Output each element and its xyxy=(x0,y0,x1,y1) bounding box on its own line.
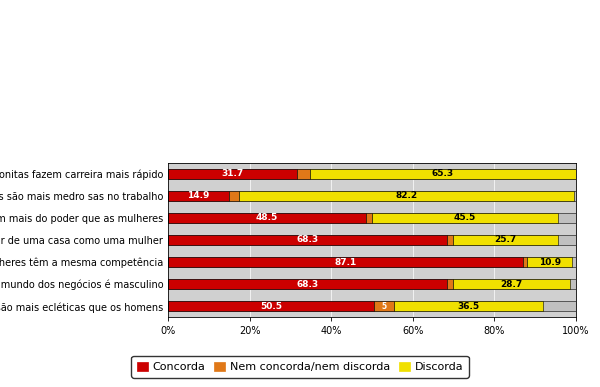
Bar xyxy=(453,235,557,245)
Bar xyxy=(168,169,576,178)
Text: 28.7: 28.7 xyxy=(500,280,523,289)
Text: 14.9: 14.9 xyxy=(187,191,209,200)
Text: 48.5: 48.5 xyxy=(256,213,278,222)
Bar xyxy=(168,279,576,289)
Bar xyxy=(239,191,574,201)
Text: 45.5: 45.5 xyxy=(454,213,476,222)
Bar xyxy=(446,279,453,289)
Text: 82.2: 82.2 xyxy=(395,191,418,200)
Bar xyxy=(168,191,229,201)
Bar xyxy=(453,279,570,289)
Text: 87.1: 87.1 xyxy=(335,258,357,267)
Bar xyxy=(394,301,544,311)
Text: 50.5: 50.5 xyxy=(260,302,282,311)
Bar xyxy=(229,191,239,201)
Bar xyxy=(168,213,366,223)
Bar xyxy=(446,235,453,245)
Bar xyxy=(366,213,372,223)
Text: 65.3: 65.3 xyxy=(432,169,454,178)
Bar xyxy=(168,213,576,223)
Bar xyxy=(168,191,576,201)
Bar xyxy=(523,257,527,267)
Text: 5: 5 xyxy=(382,302,387,311)
Bar xyxy=(168,257,523,267)
Bar xyxy=(168,301,576,311)
Bar xyxy=(168,235,446,245)
Bar xyxy=(168,301,374,311)
Bar xyxy=(168,235,576,245)
Bar xyxy=(168,257,576,267)
Bar xyxy=(310,169,576,178)
Bar xyxy=(298,169,310,178)
Text: 68.3: 68.3 xyxy=(296,280,319,289)
Text: 36.5: 36.5 xyxy=(458,302,480,311)
Legend: Concorda, Nem concorda/nem discorda, Discorda: Concorda, Nem concorda/nem discorda, Dis… xyxy=(131,356,469,378)
Text: 68.3: 68.3 xyxy=(296,235,319,245)
Bar xyxy=(168,279,446,289)
Text: 31.7: 31.7 xyxy=(221,169,244,178)
Bar xyxy=(374,301,394,311)
Bar xyxy=(168,169,298,178)
Bar xyxy=(527,257,572,267)
Bar xyxy=(372,213,557,223)
Text: 10.9: 10.9 xyxy=(539,258,561,267)
Text: 25.7: 25.7 xyxy=(494,235,517,245)
